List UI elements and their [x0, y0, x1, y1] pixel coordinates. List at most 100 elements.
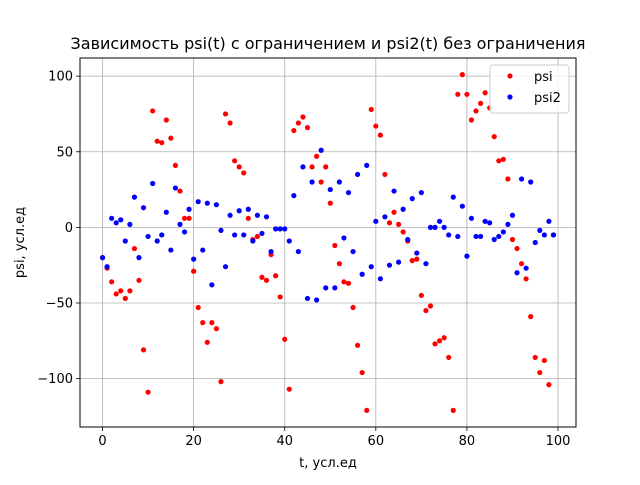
data-point-psi2 [355, 171, 361, 178]
data-point-psi2 [154, 238, 160, 244]
data-point-psi2 [423, 261, 429, 267]
y-tick-label: −50 [46, 296, 73, 311]
data-point-psi2 [332, 285, 338, 291]
data-point-psi2 [468, 215, 475, 221]
data-point-psi2 [436, 218, 443, 224]
data-point-psi [541, 357, 547, 364]
data-point-psi2 [400, 206, 406, 212]
data-point-psi [386, 220, 393, 226]
data-point-psi [436, 338, 443, 344]
data-point-psi2 [318, 147, 324, 153]
data-point-psi [127, 288, 133, 294]
legend-marker-psi [507, 73, 513, 79]
data-point-psi [482, 90, 488, 96]
data-point-psi2 [336, 179, 342, 185]
data-point-psi [459, 72, 465, 78]
data-point-psi [368, 106, 374, 113]
data-point-psi [336, 261, 342, 267]
data-point-psi [359, 369, 365, 376]
data-point-psi2 [186, 206, 192, 212]
data-point-psi [113, 291, 119, 297]
data-point-psi [409, 258, 415, 264]
data-point-psi2 [345, 189, 352, 196]
data-point-psi2 [113, 220, 119, 226]
data-point-psi2 [546, 218, 552, 224]
data-point-psi2 [127, 221, 133, 227]
data-point-psi [159, 140, 165, 146]
data-point-psi2 [273, 226, 279, 232]
data-point-psi [227, 120, 233, 126]
data-point-psi [245, 215, 251, 221]
data-point-psi2 [109, 215, 115, 221]
data-point-psi2 [177, 221, 183, 227]
data-point-psi2 [418, 189, 424, 196]
data-point-psi [427, 303, 434, 309]
data-point-psi [277, 294, 283, 300]
data-point-psi [172, 162, 179, 168]
data-point-psi2 [291, 193, 297, 199]
x-tick-label: 40 [276, 434, 293, 449]
data-point-psi [150, 108, 156, 114]
data-point-psi2 [259, 230, 265, 237]
data-point-psi [177, 188, 183, 194]
legend-label-psi: psi [534, 70, 553, 85]
data-point-psi [418, 292, 424, 299]
data-point-psi2 [500, 229, 506, 235]
data-point-psi [145, 389, 151, 395]
data-point-psi [195, 304, 201, 311]
data-point-psi [241, 170, 247, 176]
data-point-psi [181, 215, 188, 221]
data-point-psi2 [232, 232, 238, 238]
data-point-psi2 [377, 276, 383, 282]
legend: psi psi2 [489, 64, 570, 114]
data-point-psi [528, 314, 534, 320]
data-point-psi2 [368, 264, 374, 270]
data-point-psi2 [268, 248, 274, 255]
data-point-psi2 [464, 253, 470, 259]
data-point-psi [232, 158, 238, 164]
data-point-psi [191, 268, 197, 274]
data-point-psi2 [391, 188, 397, 194]
data-point-psi2 [150, 180, 156, 187]
data-point-psi [532, 354, 538, 361]
data-point-psi [282, 336, 288, 342]
data-point-psi2 [341, 235, 347, 241]
data-point-psi2 [496, 233, 502, 240]
data-point-psi [122, 295, 128, 302]
data-point-psi [455, 91, 461, 97]
data-point-psi2 [145, 233, 151, 240]
data-point-psi [118, 288, 124, 294]
data-point-psi2 [541, 232, 547, 238]
data-point-psi2 [459, 203, 465, 209]
data-point-psi2 [168, 247, 174, 253]
legend-marker-psi2 [507, 94, 513, 100]
data-point-psi [395, 221, 402, 227]
data-point-psi [341, 279, 347, 285]
data-point-psi2 [309, 179, 315, 185]
x-tick-label: 0 [98, 434, 106, 449]
data-point-psi2 [222, 264, 229, 270]
y-tick-label: 50 [56, 145, 73, 160]
data-point-psi2 [250, 238, 256, 244]
data-point-psi2 [528, 179, 534, 185]
data-point-psi2 [427, 224, 434, 230]
data-point-psi2 [218, 227, 224, 234]
data-point-psi2 [295, 248, 301, 255]
data-point-psi [364, 407, 370, 413]
y-tick-label: −100 [37, 372, 73, 387]
data-point-psi [523, 276, 529, 282]
data-point-psi2 [304, 295, 311, 302]
y-tick-label: 0 [65, 221, 73, 236]
data-point-psi [473, 108, 479, 114]
data-point-psi2 [286, 238, 292, 244]
data-point-psi [186, 215, 192, 221]
data-point-psi [373, 123, 379, 129]
data-point-psi [514, 245, 520, 252]
data-point-psi2 [245, 206, 251, 212]
data-point-psi [273, 273, 279, 279]
data-point-psi [327, 200, 333, 206]
data-point-psi2 [505, 221, 511, 227]
data-point-psi2 [181, 229, 188, 235]
